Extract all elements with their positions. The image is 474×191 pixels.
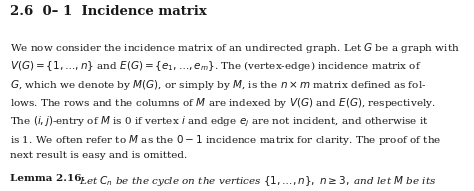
Text: The $(i,j)$-entry of $M$ is 0 if vertex $i$ and edge $e_j$ are not incident, and: The $(i,j)$-entry of $M$ is 0 if vertex …	[10, 114, 429, 129]
Text: next result is easy and is omitted.: next result is easy and is omitted.	[10, 151, 188, 160]
Text: We now consider the incidence matrix of an undirected graph. Let $G$ be a graph : We now consider the incidence matrix of …	[10, 41, 460, 55]
Text: lows. The rows and the columns of $M$ are indexed by $V(G)$ and $E(G)$, respecti: lows. The rows and the columns of $M$ ar…	[10, 96, 436, 110]
Text: $V(G)=\{1,\ldots,n\}$ and $E(G)=\{e_1,\ldots,e_m\}$. The (vertex-edge) incidence: $V(G)=\{1,\ldots,n\}$ and $E(G)=\{e_1,\l…	[10, 59, 422, 73]
Text: 2.6  0– 1  Incidence matrix: 2.6 0– 1 Incidence matrix	[10, 5, 207, 18]
Text: Lemma 2.16.: Lemma 2.16.	[10, 174, 86, 183]
Text: is 1. We often refer to $M$ as the $0-1$ incidence matrix for clarity. The proof: is 1. We often refer to $M$ as the $0-1$…	[10, 133, 442, 147]
Text: $G$, which we denote by $M(G)$, or simply by $M$, is the $n\times m$ matrix defi: $G$, which we denote by $M(G)$, or simpl…	[10, 78, 427, 92]
Text: Let $C_n$ be the cycle on the vertices $\{1,\ldots,n\},$ $n\geq 3,$ and let $M$ : Let $C_n$ be the cycle on the vertices $…	[79, 174, 437, 188]
